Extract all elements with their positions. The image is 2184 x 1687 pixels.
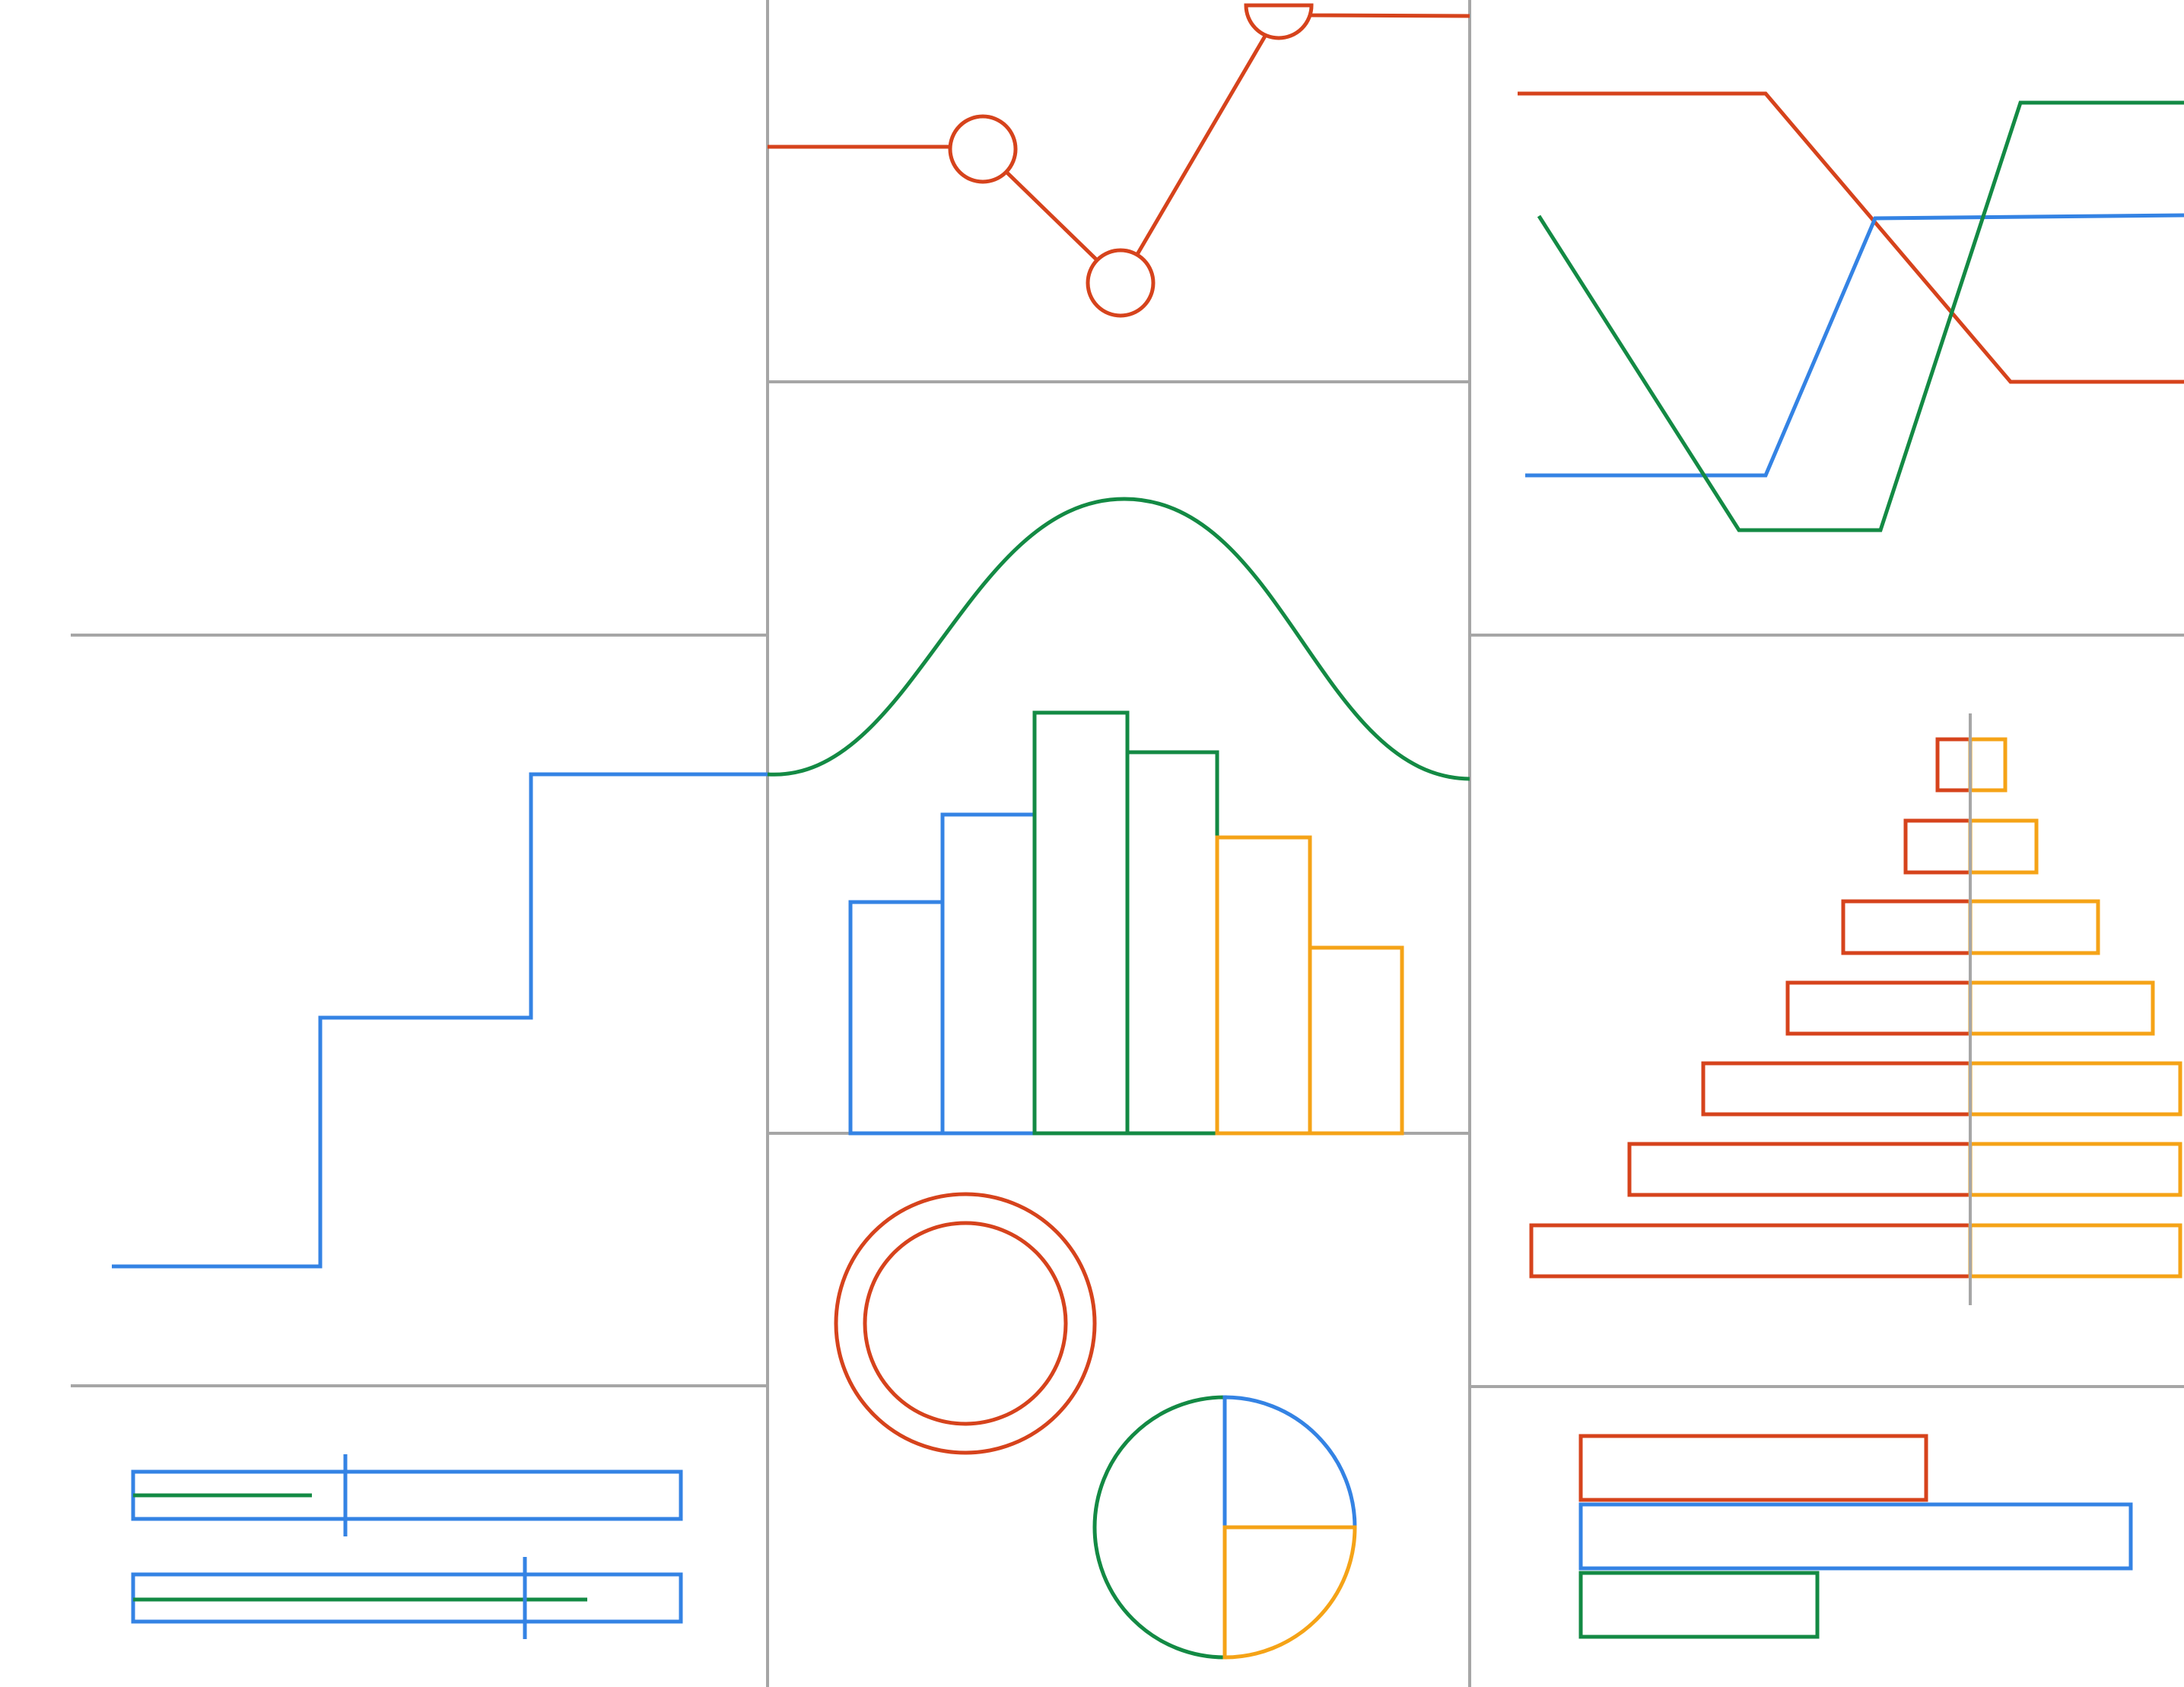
donut-inner-ring <box>863 1221 1068 1426</box>
pie-slice-blue <box>1222 1395 1357 1530</box>
pyramid-bar-left <box>1529 1223 1973 1279</box>
bump-chart-icon <box>1518 91 2184 532</box>
bump-series-green <box>1537 100 2184 532</box>
donut-outer-ring <box>834 1192 1097 1455</box>
step-line-chart-icon <box>112 772 768 1269</box>
marker-point-clipped <box>1244 3 1314 40</box>
pie-slice-orange <box>1222 1525 1357 1660</box>
marker-point <box>1086 248 1156 318</box>
histogram-bar <box>1308 945 1404 1136</box>
horizontal-bar <box>1578 1571 1820 1639</box>
bullet-chart-icon <box>131 1454 683 1639</box>
histogram-bar <box>1125 750 1219 1136</box>
pie-chart-icon <box>1092 1395 1357 1660</box>
pyramid-bar-left <box>1935 737 1973 793</box>
pyramid-bar-right <box>1968 1223 2182 1279</box>
pyramid-bar-right <box>1968 737 2008 793</box>
marker-line <box>768 9 1470 287</box>
pyramid-bar-right <box>1968 818 2039 875</box>
pyramid-bar-right <box>1968 1142 2182 1197</box>
pyramid-bar-left <box>1841 899 1973 955</box>
population-pyramid-icon <box>1529 713 2182 1305</box>
bump-series-red <box>1518 91 2184 384</box>
histogram-bar <box>1215 835 1312 1136</box>
pyramid-bar-right <box>1968 899 2100 955</box>
distribution-curve-with-histogram-icon <box>767 497 1470 1136</box>
histogram-bar <box>940 812 1037 1136</box>
horizontal-bar <box>1578 1434 1928 1502</box>
line-chart-with-markers-icon <box>768 3 1470 318</box>
donut-chart-icon <box>834 1192 1097 1455</box>
pyramid-bar-right <box>1968 980 2155 1036</box>
pyramid-bar-left <box>1903 818 1973 875</box>
horizontal-bar-chart-icon <box>1578 1434 2133 1639</box>
histogram-bar <box>848 900 945 1136</box>
horizontal-bar <box>1578 1502 2133 1571</box>
bump-series-blue <box>1525 213 2184 478</box>
pie-slice-green <box>1092 1395 1227 1660</box>
pyramid-bar-left <box>1701 1061 1973 1117</box>
marker-point <box>948 114 1018 184</box>
pyramid-bar-left <box>1627 1142 1973 1197</box>
distribution-curve <box>767 497 1470 781</box>
pyramid-bar-right <box>1968 1061 2182 1117</box>
step-line <box>112 772 768 1269</box>
pyramid-bar-left <box>1785 980 1973 1036</box>
histogram-bar <box>1032 710 1130 1136</box>
